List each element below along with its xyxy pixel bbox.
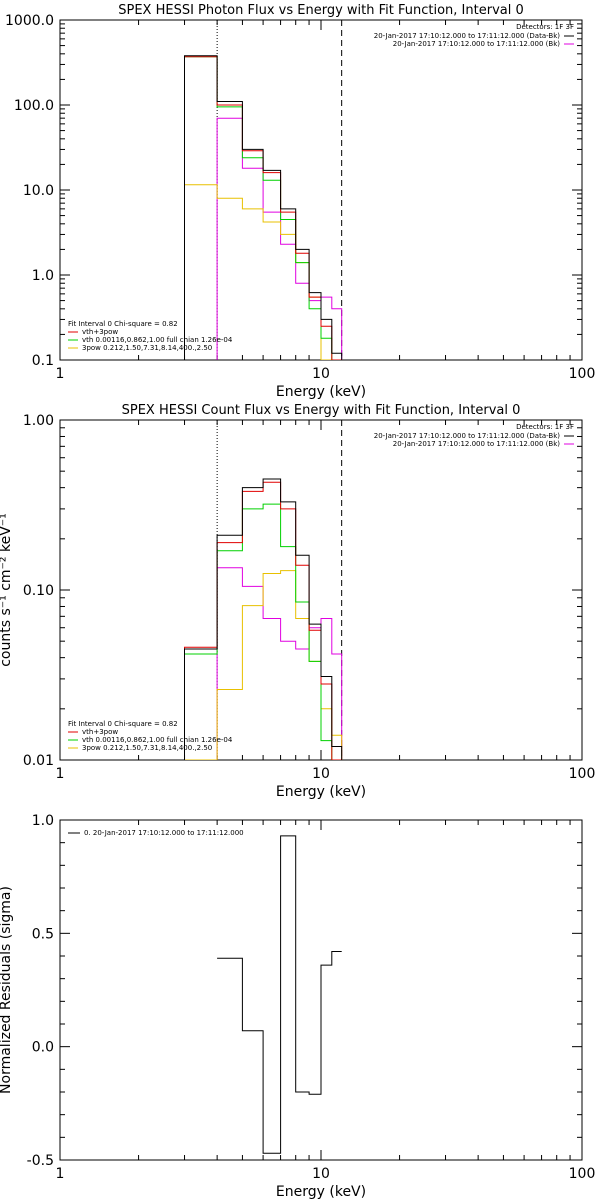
legend-entry: 20-Jan-2017 17:10:12.000 to 17:11:12.000… bbox=[393, 440, 561, 448]
legend-fit-header: Fit Interval 0 Chi-square = 0.82 bbox=[68, 720, 178, 728]
series-vth-line bbox=[184, 503, 343, 760]
legend-entry: vth+3pow bbox=[82, 728, 118, 736]
legend-left: Fit Interval 0 Chi-square = 0.82vth+3pow… bbox=[68, 320, 233, 352]
series-model-line bbox=[184, 481, 343, 760]
chart-title: SPEX HESSI Photon Flux vs Energy with Fi… bbox=[118, 3, 524, 18]
series-spow-line bbox=[184, 184, 343, 360]
y-tick-label: 1.00 bbox=[23, 413, 54, 429]
y-tick-label: 1.0 bbox=[32, 813, 54, 829]
x-axis: 1 10 100 Energy (keV) bbox=[56, 820, 596, 1200]
legend-detectors: Detectors: 1F 3F bbox=[516, 23, 574, 31]
panel-3: 1 10 100 Energy (keV) -0.5 0.0 0.5 1.0 Normalize… bbox=[0, 813, 595, 1200]
y-tick-label: 10.0 bbox=[23, 183, 54, 199]
series-model-line bbox=[184, 56, 343, 360]
series-data-line bbox=[216, 567, 343, 760]
series-spow-line bbox=[184, 570, 343, 760]
x-tick-label: 10 bbox=[312, 766, 330, 782]
y-tick-label: 0.5 bbox=[32, 926, 54, 942]
x-axis: 1 10 100 Energy (keV) bbox=[56, 20, 596, 400]
legend-fit-header: Fit Interval 0 Chi-square = 0.82 bbox=[68, 320, 178, 328]
legend-left: 0. 20-Jan-2017 17:10:12.000 to 17:11:12.… bbox=[68, 829, 244, 837]
y-tick-label: 100.0 bbox=[14, 98, 54, 114]
legend-entry: vth+3pow bbox=[82, 328, 118, 336]
x-tick-label: 1 bbox=[56, 1166, 65, 1182]
legend-detectors: Detectors: 1F 3F bbox=[516, 423, 574, 431]
legend-entry: vth 0.00116,0.862,1.00 full chian 1.26e-… bbox=[82, 336, 233, 344]
y-tick-label: 0.0 bbox=[32, 1040, 54, 1056]
x-tick-label: 100 bbox=[569, 1166, 596, 1182]
x-axis-label: Energy (keV) bbox=[276, 784, 366, 800]
series-vth-line bbox=[184, 56, 343, 360]
legend-entry: 20-Jan-2017 17:10:12.000 to 17:11:12.000… bbox=[374, 432, 561, 440]
y-axis: 0.1 1.0 10.0 100.0 1000.0 bbox=[5, 13, 582, 369]
y-axis: -0.5 0.0 0.5 1.0 Normalized Residuals (sigma… bbox=[0, 813, 582, 1169]
series-total-line bbox=[217, 835, 342, 1154]
chart-title: SPEX HESSI Count Flux vs Energy with Fit… bbox=[122, 403, 521, 418]
x-tick-label: 10 bbox=[312, 1166, 330, 1182]
panel-1: SPEX HESSI Photon Flux vs Energy with Fi… bbox=[5, 3, 595, 400]
y-axis-label: Normalized Residuals (sigma) bbox=[0, 886, 14, 1094]
legend-left: Fit Interval 0 Chi-square = 0.82vth+3pow… bbox=[68, 720, 233, 752]
y-tick-label: 0.1 bbox=[32, 353, 54, 369]
legend-entry: 3pow 0.212,1.50,7.31,8.14,400.,2.50 bbox=[82, 744, 212, 752]
y-tick-label: 0.10 bbox=[23, 583, 54, 599]
legend-entry: 20-Jan-2017 17:10:12.000 to 17:11:12.000… bbox=[374, 32, 561, 40]
series-group bbox=[217, 835, 342, 1154]
panel-2: SPEX HESSI Count Flux vs Energy with Fit… bbox=[0, 403, 595, 800]
legend-entry: 3pow 0.212,1.50,7.31,8.14,400.,2.50 bbox=[82, 344, 212, 352]
x-tick-label: 1 bbox=[56, 766, 65, 782]
series-total-line bbox=[184, 55, 343, 360]
legend-entry: 20-Jan-2017 17:10:12.000 to 17:11:12.000… bbox=[393, 40, 561, 48]
x-tick-label: 100 bbox=[569, 366, 596, 382]
x-axis: 1 10 100 Energy (keV) bbox=[56, 420, 596, 800]
x-tick-label: 1 bbox=[56, 366, 65, 382]
series-group bbox=[184, 478, 343, 760]
series-data-line bbox=[216, 117, 343, 360]
x-axis-label: Energy (keV) bbox=[276, 1184, 366, 1200]
y-axis: 0.01 0.10 1.00 counts s⁻¹ cm⁻² keV⁻¹ bbox=[0, 413, 582, 769]
legend-entry: 0. 20-Jan-2017 17:10:12.000 to 17:11:12.… bbox=[84, 829, 244, 837]
y-tick-label: 1.0 bbox=[32, 268, 54, 284]
y-tick-label: -0.5 bbox=[27, 1153, 54, 1169]
legend-entry: vth 0.00116,0.862,1.00 full chian 1.26e-… bbox=[82, 736, 233, 744]
series-group bbox=[184, 55, 343, 360]
series-total-line bbox=[184, 478, 343, 760]
x-tick-label: 10 bbox=[312, 366, 330, 382]
y-tick-label: 1000.0 bbox=[5, 13, 54, 29]
y-axis-label: counts s⁻¹ cm⁻² keV⁻¹ bbox=[0, 513, 14, 667]
x-axis-label: Energy (keV) bbox=[276, 384, 366, 400]
y-tick-label: 0.01 bbox=[23, 753, 54, 769]
x-tick-label: 100 bbox=[569, 766, 596, 782]
